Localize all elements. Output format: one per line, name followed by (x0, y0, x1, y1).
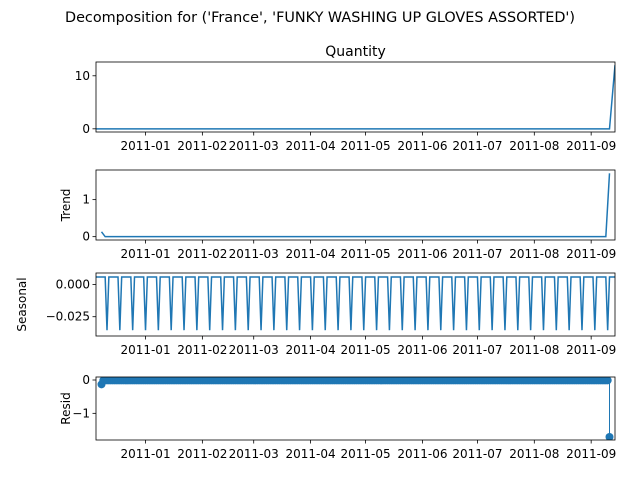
plot-area (96, 276, 615, 331)
x-tick-label: 2011-06 (397, 247, 447, 261)
x-tick-label: 2011-08 (509, 447, 559, 461)
x-tick-label: 2011-04 (285, 447, 335, 461)
y-axis-label: Seasonal (15, 277, 29, 331)
panel-3: Seasonal 0.000 −0.025 2011-01 2011-02 2011-03… (15, 272, 616, 357)
x-tick-label: 2011-01 (120, 247, 170, 261)
x-tick-label: 2011-06 (397, 447, 447, 461)
x-tick-label: 2011-04 (285, 247, 335, 261)
axes-frame (95, 169, 616, 241)
figure-suptitle: Decomposition for ('France', 'FUNKY WASH… (65, 10, 575, 26)
panel-title: Quantity (325, 44, 386, 60)
axes-frame (95, 376, 616, 441)
resid-point (605, 433, 614, 440)
x-tick-label: 2011-08 (509, 247, 559, 261)
x-tick-label: 2011-03 (229, 139, 279, 153)
axes-frame (95, 272, 616, 337)
x-tick-label: 2011-02 (177, 247, 227, 261)
x-tick-label: 2011-05 (341, 139, 391, 153)
y-tick-label: 10 (75, 69, 90, 83)
y-axis-label: Trend (59, 189, 73, 223)
resid-point (603, 377, 612, 385)
seasonal-line (96, 276, 615, 331)
y-tick-label: 0 (82, 230, 90, 244)
x-tick-label: 2011-03 (229, 247, 279, 261)
x-tick-label: 2011-09 (566, 247, 616, 261)
x-tick-label: 2011-02 (177, 343, 227, 357)
x-tick-label: 2011-09 (566, 343, 616, 357)
x-tick-label: 2011-05 (341, 247, 391, 261)
x-tick-label: 2011-09 (566, 447, 616, 461)
x-tick-label: 2011-01 (120, 343, 170, 357)
x-tick-label: 2011-01 (120, 139, 170, 153)
x-tick-label: 2011-04 (285, 139, 335, 153)
x-tick-label: 2011-03 (229, 343, 279, 357)
y-tick-label: 0 (82, 122, 90, 136)
y-tick-label: −0.025 (46, 310, 90, 324)
axes-frame (95, 61, 616, 133)
x-tick-label: 2011-07 (452, 447, 502, 461)
plot-area (97, 377, 614, 440)
x-tick-label: 2011-08 (509, 343, 559, 357)
x-tick-label: 2011-02 (177, 447, 227, 461)
y-tick-label: −1 (72, 406, 90, 420)
series-line-1 (96, 65, 615, 130)
x-tick-label: 2011-06 (397, 343, 447, 357)
x-tick-label: 2011-09 (566, 139, 616, 153)
x-tick-label: 2011-08 (509, 139, 559, 153)
x-tick-label: 2011-03 (229, 447, 279, 461)
panel-1: Quantity 0 10 2011-01 2011-02 2011-03 2011-04 2… (75, 44, 617, 153)
series-line-1 (100, 173, 611, 238)
panel-2: Trend 0 1 2011-01 2011-02 2011-03 2011-04 2011-… (59, 169, 616, 261)
x-tick-label: 2011-02 (177, 139, 227, 153)
x-tick-label: 2011-01 (120, 447, 170, 461)
plot-area (100, 173, 611, 238)
x-tick-label: 2011-05 (341, 343, 391, 357)
y-axis-label: Resid (59, 392, 73, 424)
y-tick-label: 0 (82, 373, 90, 387)
y-tick-label: 1 (82, 193, 90, 207)
plot-area (96, 65, 615, 130)
x-tick-label: 2011-07 (452, 247, 502, 261)
x-tick-label: 2011-06 (397, 139, 447, 153)
x-tick-label: 2011-04 (285, 343, 335, 357)
x-tick-label: 2011-05 (341, 447, 391, 461)
panel-4: Resid 0 −1 2011-01 2011-02 2011-03 2011-04 2011… (59, 373, 616, 461)
x-tick-label: 2011-07 (452, 139, 502, 153)
y-tick-label: 0.000 (56, 278, 90, 292)
x-tick-label: 2011-07 (452, 343, 502, 357)
